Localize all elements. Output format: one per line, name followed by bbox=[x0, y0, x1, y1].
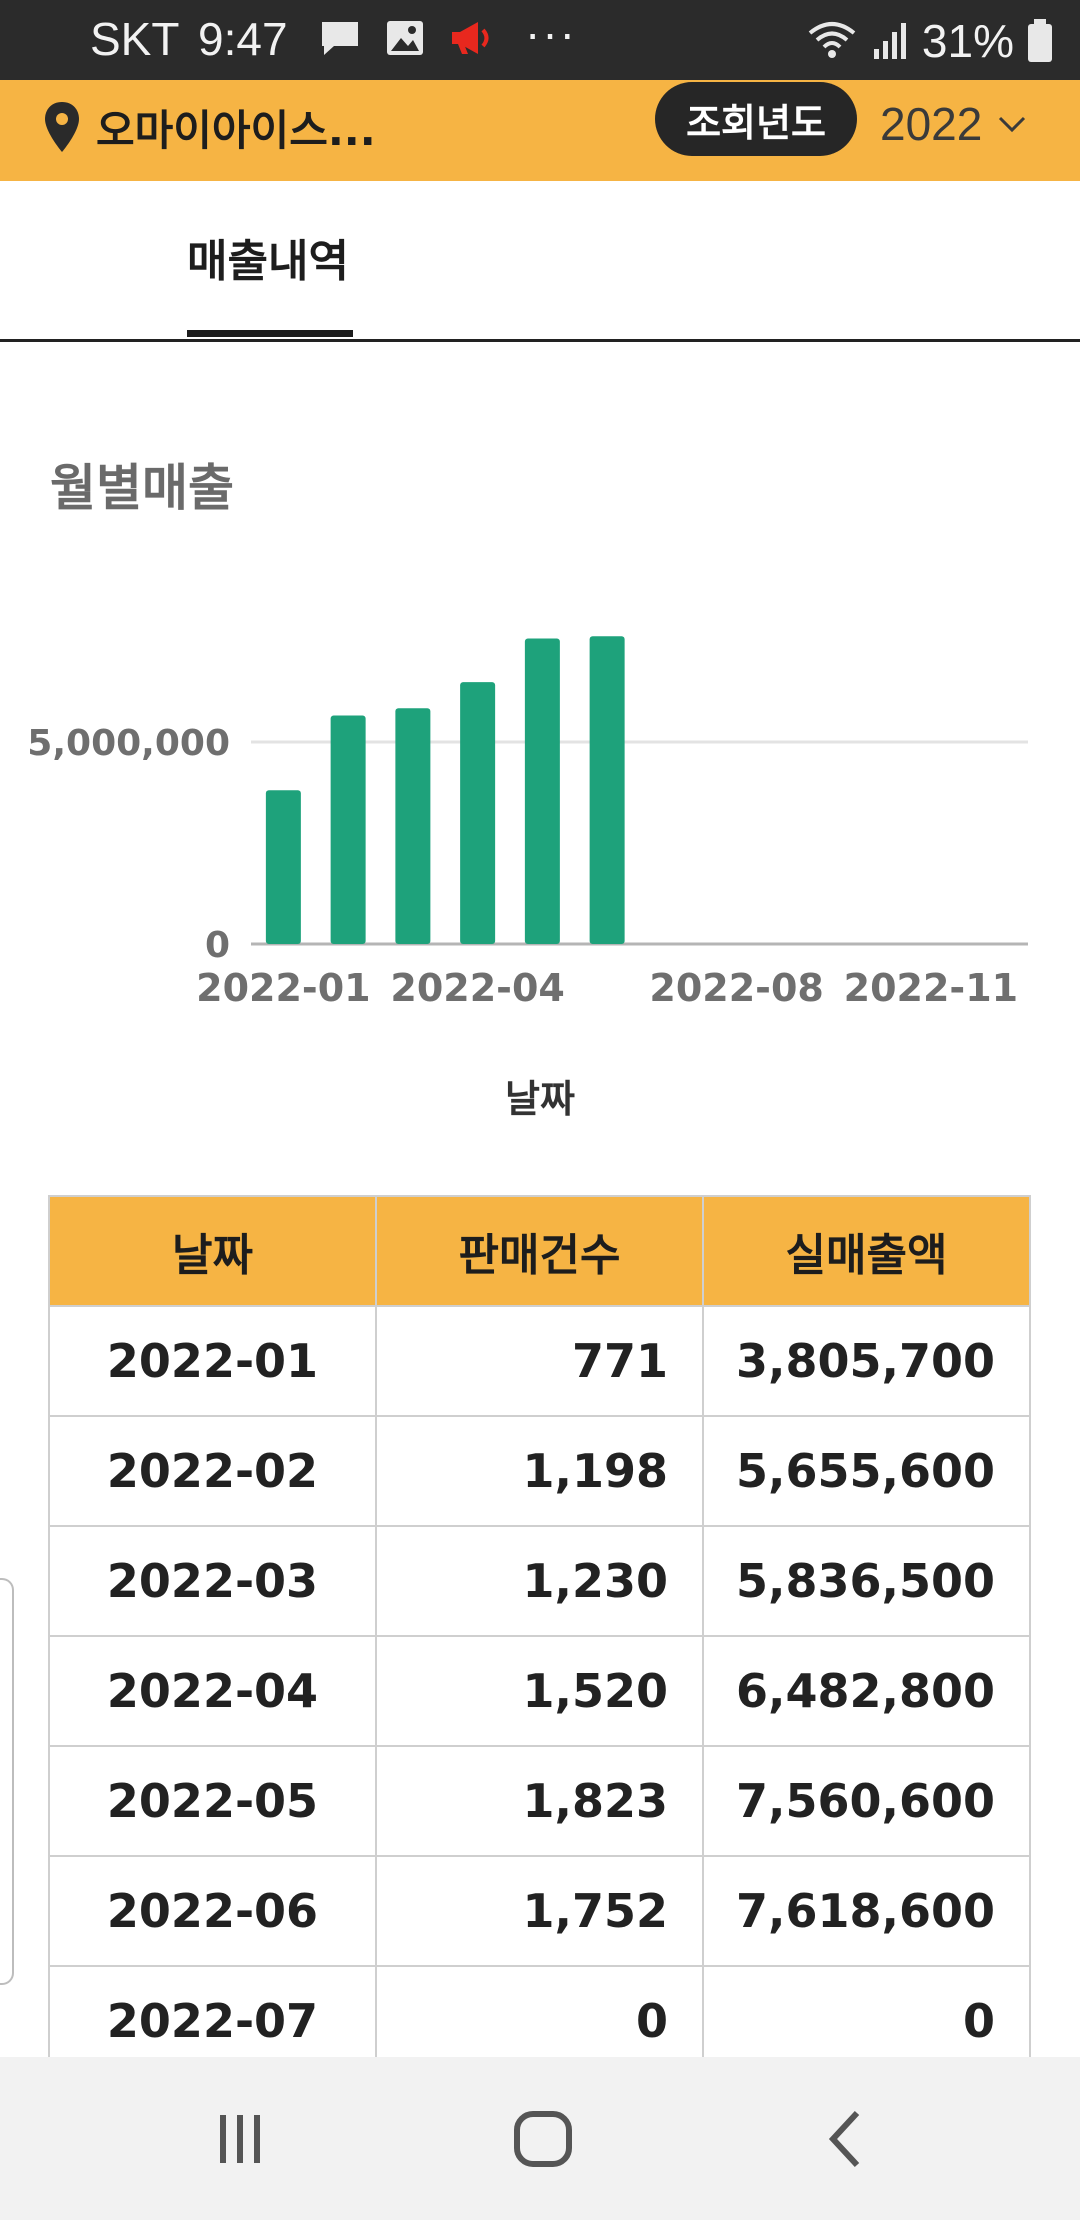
table-row: 2022-04 1,520 6,482,800 bbox=[48, 1635, 1031, 1747]
chevron-down-icon bbox=[999, 116, 1026, 133]
year-dropdown[interactable]: 2022 bbox=[880, 94, 1026, 154]
bar-2022-03 bbox=[395, 708, 431, 944]
cell-sales-count: 1,198 bbox=[375, 1415, 704, 1527]
cell-date: 2022-02 bbox=[48, 1415, 377, 1527]
home-icon bbox=[514, 2111, 572, 2167]
bar-2022-05 bbox=[524, 638, 560, 944]
table-row: 2022-06 1,752 7,618,600 bbox=[48, 1855, 1031, 1967]
cell-date: 2022-03 bbox=[48, 1525, 377, 1637]
notification-icons bbox=[318, 18, 496, 58]
battery-icon bbox=[1028, 19, 1052, 62]
store-selector[interactable]: 오마이아이스... bbox=[42, 88, 376, 166]
wifi-icon bbox=[808, 22, 856, 58]
x-axis-label: 날짜 bbox=[505, 1077, 575, 1121]
location-pin-icon bbox=[45, 102, 79, 152]
cell-date: 2022-06 bbox=[48, 1855, 377, 1967]
tab-active-indicator bbox=[187, 330, 353, 337]
cell-net-sales: 6,482,800 bbox=[702, 1635, 1031, 1747]
chart-title: 월별매출 bbox=[50, 459, 234, 517]
x-tick-label: 2022-04 bbox=[390, 966, 564, 1010]
recent-apps-button[interactable] bbox=[200, 2107, 280, 2171]
cell-date: 2022-01 bbox=[48, 1305, 377, 1417]
megaphone-icon bbox=[452, 22, 489, 54]
table-row: 2022-01 771 3,805,700 bbox=[48, 1305, 1031, 1417]
cell-net-sales: 5,655,600 bbox=[702, 1415, 1031, 1527]
x-tick-label: 2022-11 bbox=[844, 966, 1018, 1010]
back-icon bbox=[828, 2110, 860, 2168]
cell-net-sales: 3,805,700 bbox=[702, 1305, 1031, 1417]
cell-sales-count: 1,823 bbox=[375, 1745, 704, 1857]
year-value: 2022 bbox=[880, 98, 983, 150]
signal-icon bbox=[873, 23, 906, 59]
bar-2022-06 bbox=[589, 636, 625, 944]
sales-table-container: 날짜 판매건수 실매출액 2022-01 771 3,805,700 2022-… bbox=[48, 1195, 1032, 2077]
bar-2022-02 bbox=[330, 715, 366, 944]
bar-2022-04 bbox=[460, 682, 496, 944]
back-button[interactable] bbox=[806, 2107, 886, 2171]
table-row: 2022-07 0 0 bbox=[48, 1965, 1031, 2077]
column-header-date: 날짜 bbox=[48, 1195, 377, 1307]
gallery-icon bbox=[387, 21, 423, 55]
column-header-sales-count: 판매건수 bbox=[375, 1195, 704, 1307]
cell-sales-count: 1,752 bbox=[375, 1855, 704, 1967]
table-row: 2022-02 1,198 5,655,600 bbox=[48, 1415, 1031, 1527]
cell-date: 2022-05 bbox=[48, 1745, 377, 1857]
message-icon bbox=[322, 22, 358, 55]
more-notifications: ··· bbox=[525, 7, 577, 59]
x-tick-label: 2022-01 bbox=[196, 966, 370, 1010]
clock: 9:47 bbox=[198, 13, 288, 65]
column-header-net-sales: 실매출액 bbox=[702, 1195, 1031, 1307]
cell-net-sales: 5,836,500 bbox=[702, 1525, 1031, 1637]
cell-sales-count: 1,230 bbox=[375, 1525, 704, 1637]
cell-date: 2022-04 bbox=[48, 1635, 377, 1747]
cell-sales-count: 1,520 bbox=[375, 1635, 704, 1747]
battery-percent: 31% bbox=[921, 15, 1014, 67]
cell-net-sales: 7,560,600 bbox=[702, 1745, 1031, 1857]
sales-table: 날짜 판매건수 실매출액 2022-01 771 3,805,700 2022-… bbox=[48, 1195, 1031, 2077]
tab-sales-history[interactable]: 매출내역 bbox=[187, 236, 349, 287]
table-row: 2022-05 1,823 7,560,600 bbox=[48, 1745, 1031, 1857]
status-bar: SKT 9:47 ··· 31% bbox=[0, 0, 1080, 80]
table-row: 2022-03 1,230 5,836,500 bbox=[48, 1525, 1031, 1637]
y-tick-label: 0 bbox=[205, 925, 230, 966]
app-header: 오마이아이스... 조회년도 2022 bbox=[0, 80, 1080, 181]
y-tick-label: 5,000,000 bbox=[27, 723, 230, 764]
tab-bar: 매출내역 bbox=[0, 181, 1080, 342]
store-name: 오마이아이스... bbox=[96, 105, 376, 155]
x-tick-label: 2022-08 bbox=[649, 966, 823, 1010]
carrier-label: SKT bbox=[90, 13, 180, 65]
cell-sales-count: 771 bbox=[375, 1305, 704, 1417]
recent-apps-icon bbox=[220, 2115, 260, 2163]
monthly-sales-chart: 0 5,000,000 2022-01 2022-04 2022-08 2022-11 bbox=[27, 636, 1028, 1010]
home-button[interactable] bbox=[503, 2107, 583, 2171]
system-nav-bar bbox=[0, 2057, 1080, 2220]
bar-2022-01 bbox=[265, 790, 301, 944]
year-filter-label: 조회년도 bbox=[655, 82, 857, 156]
edge-panel-handle[interactable] bbox=[0, 1578, 14, 1985]
table-header-row: 날짜 판매건수 실매출액 bbox=[48, 1195, 1031, 1307]
cell-net-sales: 7,618,600 bbox=[702, 1855, 1031, 1967]
